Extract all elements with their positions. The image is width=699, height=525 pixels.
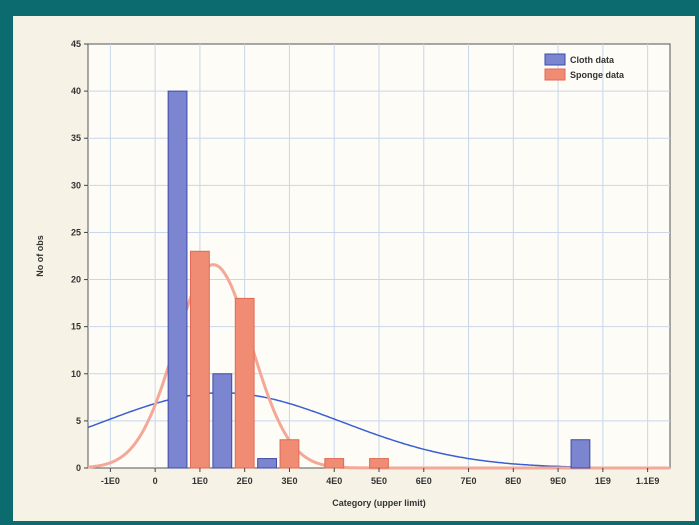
- bar: [212, 373, 233, 469]
- bar: [234, 297, 255, 469]
- grid: [88, 44, 670, 468]
- y-tick-label: 5: [76, 416, 81, 426]
- y-axis: 0 5 10 15 20 25 30 35 40 45: [71, 39, 88, 473]
- x-axis-label: Category (upper limit): [332, 498, 426, 508]
- x-tick-label: 1E9: [595, 476, 611, 486]
- x-axis: -1E0 0 1E0 2E0 3E0 4E0 5E0 6E0 7E0 8E0 9E0 1E9 1.1E9: [101, 468, 660, 486]
- x-tick-label: 9E0: [550, 476, 566, 486]
- x-tick-label: 0: [153, 476, 158, 486]
- x-tick-label: 6E0: [416, 476, 432, 486]
- x-tick-label: 7E0: [461, 476, 477, 486]
- y-tick-label: 25: [71, 227, 81, 237]
- x-tick-label: 2E0: [237, 476, 253, 486]
- chart-panel: 0 5 10 15 20 25 30 35 40 45 -1E0 0 1E0 2E0 3E0 4E0 5E0 6…: [13, 16, 695, 521]
- bar: [190, 250, 210, 469]
- legend: Cloth data Sponge data: [544, 53, 625, 81]
- legend-swatch: [544, 53, 566, 66]
- legend-entry: Cloth data: [570, 55, 615, 65]
- x-tick-label: 3E0: [281, 476, 297, 486]
- legend-swatch: [544, 68, 566, 81]
- x-tick-label: 5E0: [371, 476, 387, 486]
- y-tick-label: 35: [71, 133, 81, 143]
- y-tick-label: 30: [71, 180, 81, 190]
- bar: [570, 439, 591, 469]
- x-tick-label: 1E0: [192, 476, 208, 486]
- x-tick-label: 4E0: [326, 476, 342, 486]
- y-tick-label: 45: [71, 39, 81, 49]
- y-tick-label: 20: [71, 275, 81, 285]
- bar: [324, 458, 345, 469]
- histogram-chart: 0 5 10 15 20 25 30 35 40 45 -1E0 0 1E0 2E0 3E0 4E0 5E0 6…: [35, 39, 671, 508]
- x-tick-label: 8E0: [505, 476, 521, 486]
- y-tick-label: 10: [71, 369, 81, 379]
- y-axis-label: No of obs: [35, 235, 45, 277]
- y-tick-label: 15: [71, 322, 81, 332]
- x-tick-label: 1.1E9: [636, 476, 660, 486]
- bar: [279, 439, 300, 469]
- y-tick-label: 40: [71, 86, 81, 96]
- bar: [257, 458, 277, 469]
- x-tick-label: -1E0: [101, 476, 120, 486]
- bar: [369, 458, 389, 469]
- bars: [167, 90, 591, 469]
- y-tick-label: 0: [76, 463, 81, 473]
- bar: [167, 90, 188, 469]
- legend-entry: Sponge data: [570, 70, 625, 80]
